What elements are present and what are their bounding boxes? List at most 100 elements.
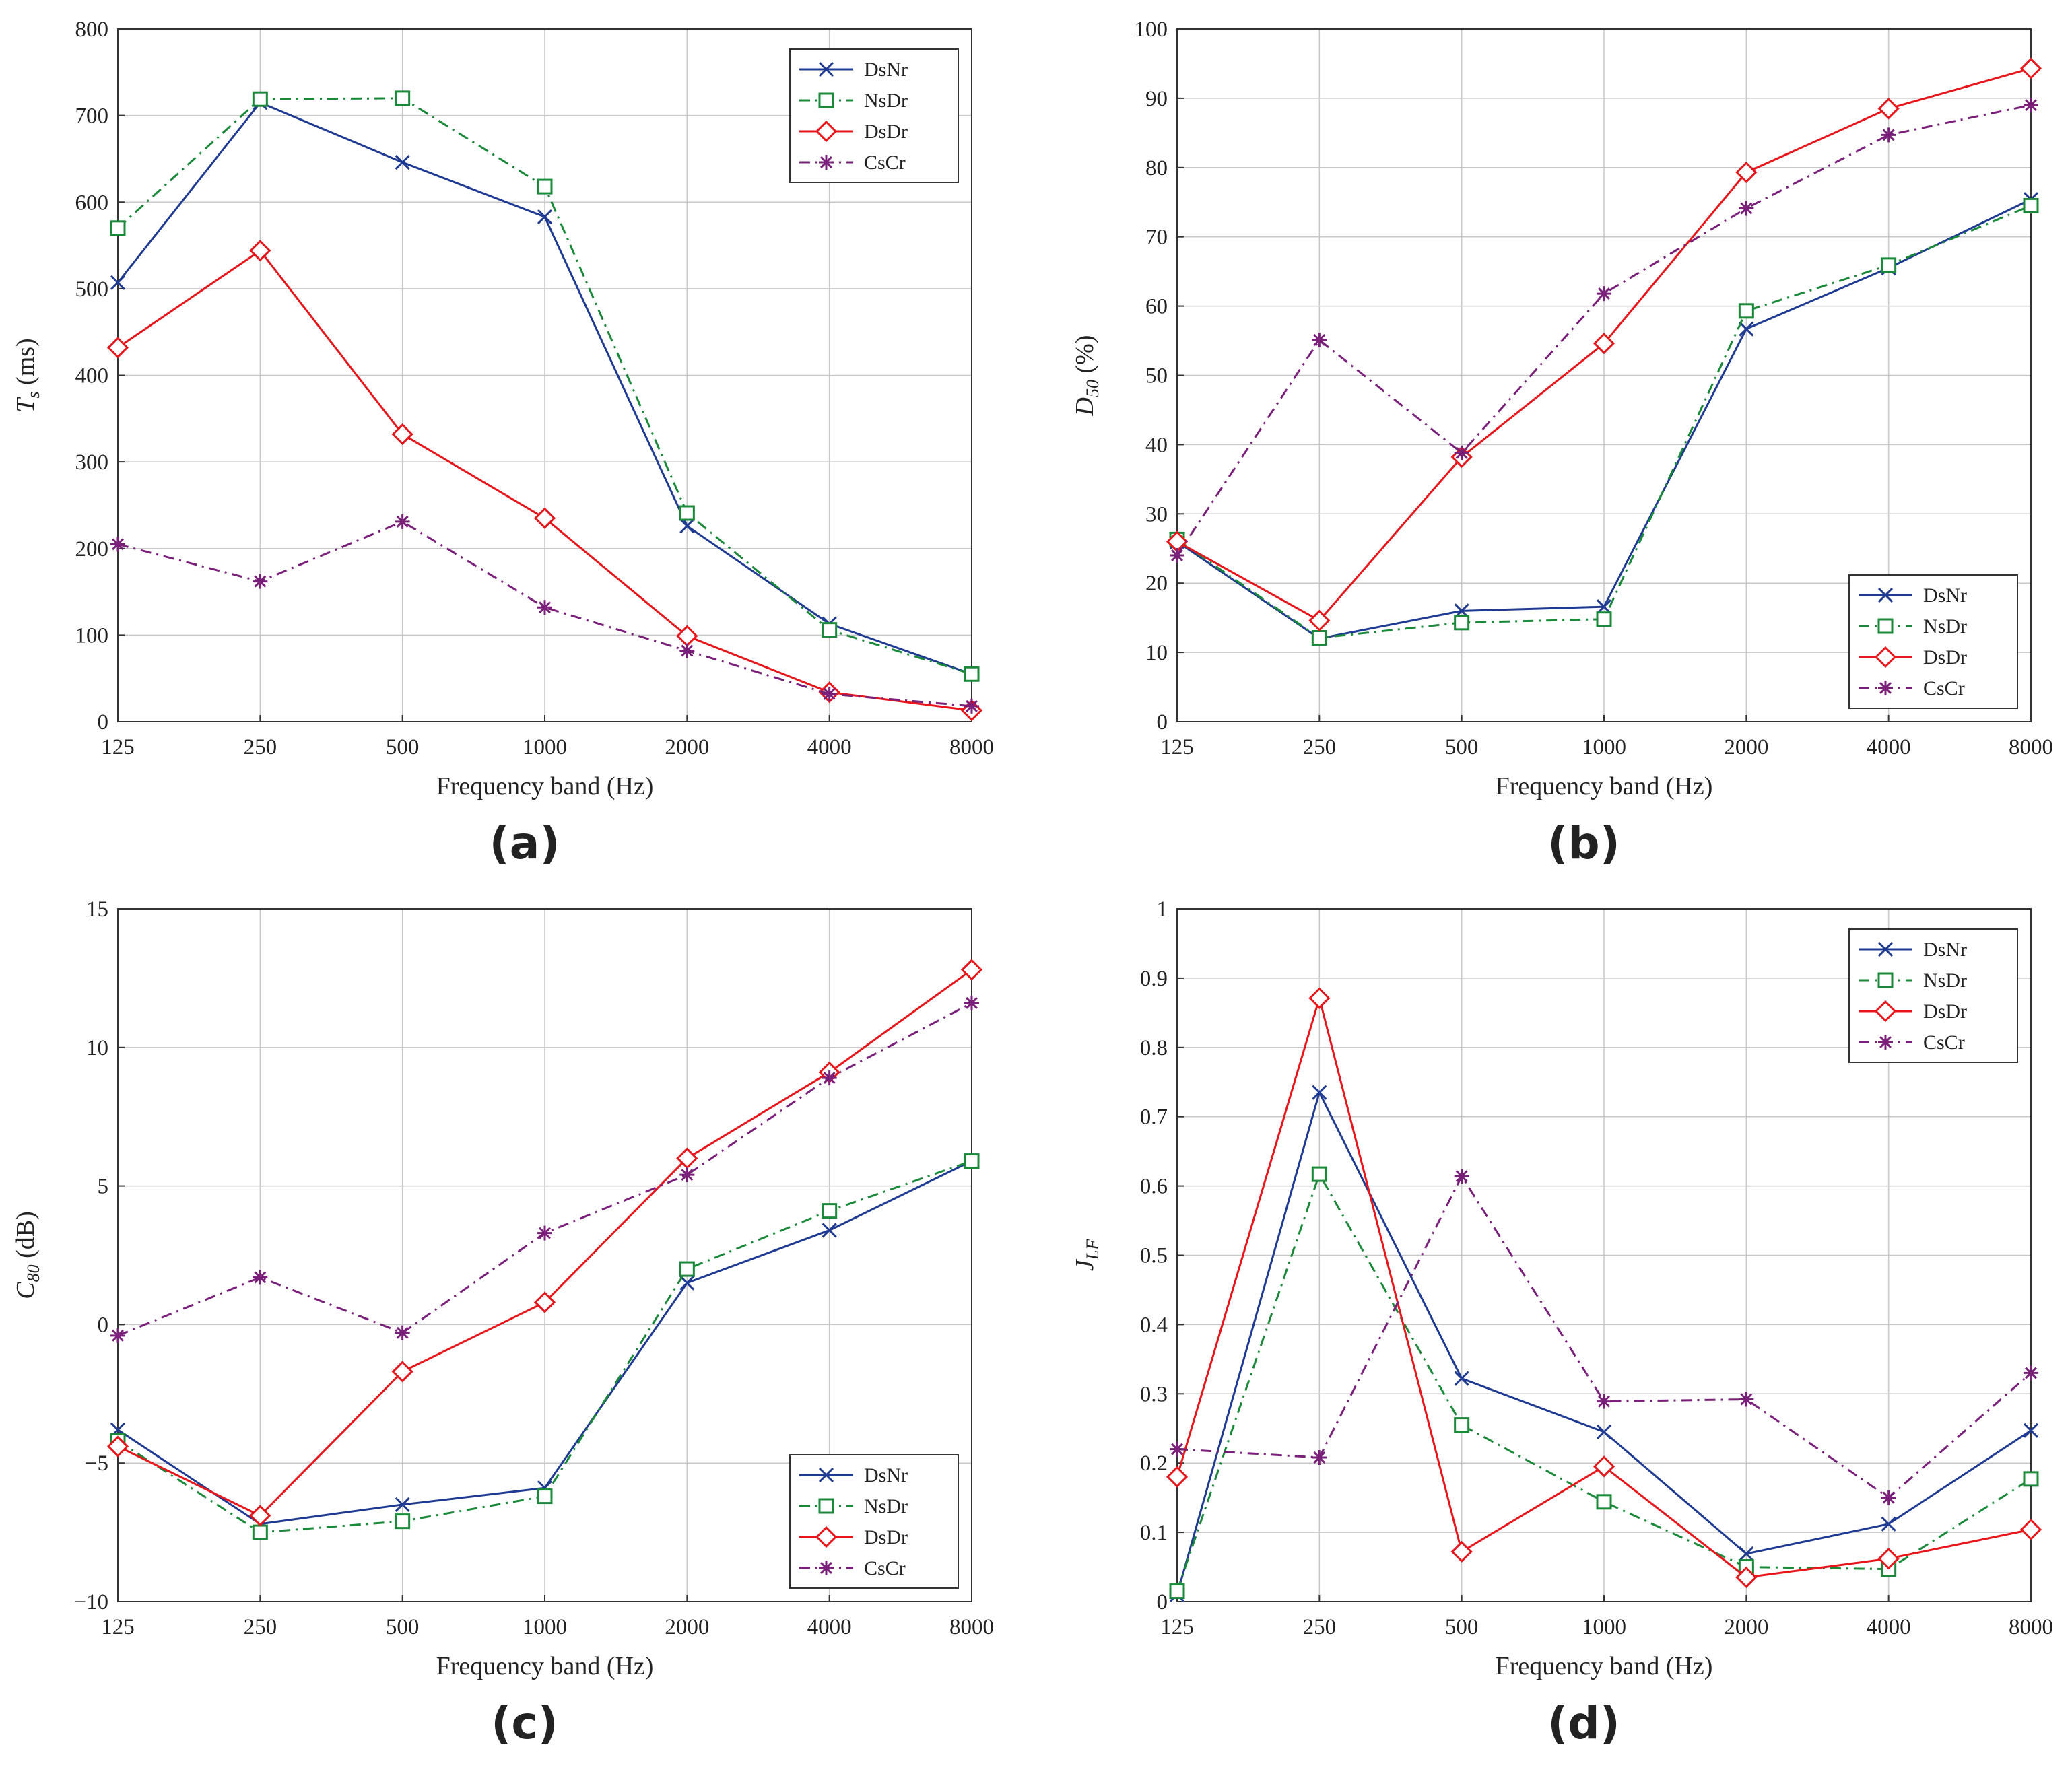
legend-label-NsDr: NsDr: [864, 1495, 908, 1517]
y-tick-label: −5: [85, 1451, 108, 1476]
legend-label-CsCr: CsCr: [864, 1557, 906, 1579]
marker-DsNr-2: [395, 155, 410, 170]
marker-legend-DsDr-0: [815, 120, 838, 143]
marker-CsCr-0: [1170, 1441, 1184, 1457]
y-tick-label: 300: [75, 450, 109, 475]
marker-DsNr-6: [2023, 1423, 2039, 1438]
marker-DsNr-2: [395, 1497, 410, 1513]
chart-panel-b: 125 250 500 1000 2000 4000 8000 0 10 20 30 40 50 60 70…: [1071, 18, 2053, 869]
legend-label-NsDr: NsDr: [1923, 615, 1967, 638]
legend: DsNr NsDr DsDr CsCr: [789, 1454, 959, 1589]
y-tick-label: 0.5: [1140, 1244, 1168, 1268]
marker-NsDr-6: [964, 1153, 980, 1169]
marker-legend-DsNr-0: [1877, 587, 1894, 603]
marker-legend-CsCr-0: [819, 1561, 834, 1575]
x-tick-label: 125: [101, 735, 135, 759]
y-axis-title: D50 (%): [1071, 335, 1102, 417]
y-tick-label: 10: [1145, 641, 1168, 665]
marker-CsCr-3: [537, 600, 552, 615]
marker-legend-DsNr-0: [1877, 941, 1894, 957]
legend-label-DsDr: DsDr: [864, 121, 908, 143]
marker-CsCr-1: [253, 574, 268, 589]
y-axis-title: C80 (dB): [11, 1211, 43, 1299]
y-tick-label: 0: [1157, 710, 1168, 734]
legend-box: [1848, 574, 2018, 709]
marker-NsDr-0: [110, 220, 126, 236]
y-tick-label: 10: [86, 1036, 108, 1060]
marker-DsDr-5: [1877, 98, 1900, 120]
y-tick-label: 50: [1145, 364, 1168, 388]
marker-CsCr-5: [1881, 127, 1896, 143]
y-tick-label: 90: [1145, 87, 1168, 111]
legend-label-CsCr: CsCr: [1923, 1031, 1965, 1054]
marker-legend-NsDr-0: [818, 1498, 834, 1514]
marker-CsCr-5: [822, 1070, 837, 1086]
marker-legend-DsDr-0: [1874, 1000, 1897, 1023]
marker-DsDr-4: [1735, 1566, 1758, 1589]
y-tick-label: 1: [1157, 897, 1168, 922]
legend-label-DsDr: DsDr: [1923, 1000, 1967, 1023]
marker-legend-CsCr-0: [1878, 681, 1893, 695]
x-tick-label: 250: [1303, 1615, 1337, 1639]
y-tick-label: 40: [1145, 433, 1168, 457]
marker-DsDr-0: [106, 337, 129, 359]
marker-CsCr-4: [1739, 201, 1754, 216]
y-tick-label: 0.9: [1140, 967, 1168, 991]
x-tick-label: 1000: [1582, 1615, 1626, 1639]
marker-legend-NsDr-0: [1877, 972, 1894, 988]
marker-CsCr-1: [1312, 333, 1327, 348]
marker-DsNr-1: [1312, 1085, 1327, 1100]
y-tick-label: −10: [73, 1590, 108, 1614]
x-axis-title: Frequency band (Hz): [1496, 772, 1713, 800]
y-tick-label: 400: [75, 364, 109, 388]
marker-DsDr-3: [1593, 1455, 1615, 1478]
marker-NsDr-5: [822, 1203, 838, 1219]
marker-DsNr-3: [1596, 599, 1612, 615]
marker-DsDr-6: [960, 959, 983, 981]
marker-DsNr-3: [1596, 1424, 1612, 1439]
marker-DsDr-1: [249, 240, 271, 262]
marker-NsDr-2: [1454, 615, 1470, 631]
marker-DsDr-1: [249, 1505, 271, 1527]
marker-NsDr-1: [252, 1524, 268, 1540]
chart-panel-c: 125 250 500 1000 2000 4000 8000 −10 −5 0 5 10 15 Freq…: [11, 897, 994, 1749]
marker-DsNr-4: [1739, 1546, 1754, 1562]
marker-DsNr-2: [1454, 1371, 1469, 1386]
x-tick-label: 125: [101, 1615, 135, 1639]
legend-box: [789, 1454, 959, 1589]
marker-DsDr-2: [1450, 1540, 1473, 1563]
marker-NsDr-6: [964, 666, 980, 682]
marker-CsCr-0: [110, 1328, 125, 1343]
marker-CsCr-4: [1739, 1392, 1754, 1407]
marker-DsDr-1: [1308, 609, 1331, 631]
y-tick-label: 15: [86, 897, 108, 922]
marker-CsCr-2: [1454, 445, 1469, 460]
legend-box: [789, 48, 959, 183]
marker-CsCr-6: [964, 698, 979, 714]
x-tick-label: 4000: [807, 735, 852, 759]
legend-label-DsNr: DsNr: [864, 59, 908, 81]
marker-NsDr-5: [1881, 257, 1897, 273]
marker-DsNr-4: [679, 1275, 695, 1291]
x-tick-label: 500: [1445, 1615, 1479, 1639]
x-tick-label: 1000: [523, 1615, 567, 1639]
x-axis-title: Frequency band (Hz): [436, 1652, 654, 1680]
marker-CsCr-3: [1597, 286, 1611, 302]
marker-DsDr-4: [1735, 161, 1758, 184]
y-tick-label: 800: [75, 18, 109, 42]
y-tick-label: 0.1: [1140, 1521, 1168, 1545]
marker-NsDr-0: [1169, 1583, 1185, 1600]
legend-label-DsDr: DsDr: [864, 1526, 908, 1548]
marker-CsCr-4: [679, 643, 695, 658]
x-tick-label: 8000: [949, 735, 994, 759]
marker-NsDr-4: [679, 505, 695, 521]
marker-CsCr-3: [1597, 1394, 1611, 1409]
y-tick-label: 0.4: [1140, 1313, 1168, 1337]
marker-NsDr-3: [1596, 611, 1612, 627]
y-tick-label: 0.6: [1140, 1175, 1168, 1199]
marker-legend-NsDr-0: [818, 92, 834, 108]
legend-label-CsCr: CsCr: [1923, 677, 1965, 699]
marker-DsDr-0: [1166, 1466, 1189, 1488]
x-axis-title: Frequency band (Hz): [1496, 1652, 1713, 1680]
